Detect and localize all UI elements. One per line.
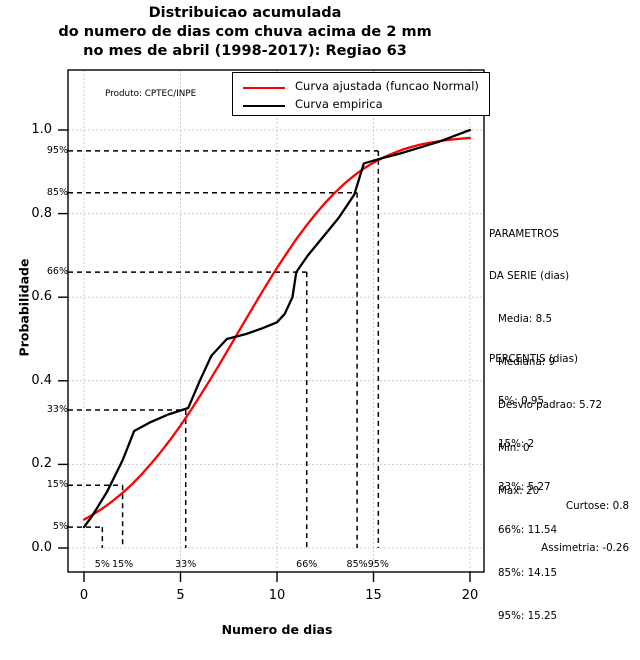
moments-panel: Curtose: 0.8 Assimetria: -0.26 — [489, 470, 629, 584]
y-tick-label: 0.6 — [31, 289, 52, 305]
x-percentile-label: 66% — [296, 559, 318, 570]
plot-frame — [67, 69, 485, 573]
y-percentile-label: 66% — [46, 266, 68, 278]
x-percentile-label: 5% — [94, 559, 110, 570]
percentil-95: 95%: 15.25 — [498, 609, 558, 622]
legend-label-fitted: Curva ajustada (funcao Normal) — [295, 79, 479, 93]
parameter-media: Media: 8.5 — [498, 313, 553, 326]
y-percentile-label: 15% — [46, 479, 68, 491]
chart-title-line-2: do numero de dias com chuva acima de 2 m… — [58, 24, 432, 40]
moment-curtose: Curtose: 0.8 — [565, 499, 629, 512]
y-percentile-label: 33% — [46, 404, 68, 416]
y-tick-label: 0.2 — [31, 456, 52, 472]
x-tick-label: 5 — [176, 588, 185, 603]
x-tick-label: 20 — [461, 588, 479, 603]
gridlines — [68, 70, 484, 572]
y-tick-label: 0.4 — [31, 372, 52, 388]
percentil-5: 5%: 0.95 — [498, 395, 545, 408]
legend-box: Curva ajustada (funcao Normal) Curva emp… — [232, 72, 490, 116]
chart-title: Distribuicao acumulada do numero de dias… — [0, 4, 490, 61]
parameter-mediana: Mediana: 9 — [498, 356, 556, 369]
x-percentile-label: 95% — [367, 559, 389, 570]
series-curva-ajustada — [82, 136, 472, 521]
x-percentile-label: 33% — [175, 559, 197, 570]
chart-title-line-3: no mes de abril (1998-2017): Regiao 63 — [83, 43, 407, 59]
parameters-panel: PARAMETROS DA SERIE (dias) Media: 8.5 Me… — [489, 198, 602, 527]
x-tick-label: 15 — [365, 588, 382, 603]
y-tick-label: 1.0 — [31, 122, 52, 137]
parameters-heading-2: DA SERIE (dias) — [489, 270, 570, 283]
chart-title-line-1: Distribuicao acumulada — [148, 5, 342, 21]
percentil-85: 85%: 14.15 — [498, 567, 558, 580]
percentile-guide-lines — [68, 150, 380, 548]
axis-ticks — [58, 129, 471, 582]
parameter-desvio-padrao: Desvio padrao: 5.72 — [498, 399, 603, 412]
percentis-panel: PERCENTIS (dias) 5%: 0.95 15%: 2 33%: 5.… — [489, 323, 578, 652]
y-tick-label: 0.0 — [31, 540, 52, 555]
x-tick-label: 0 — [79, 588, 89, 603]
y-percentile-label: 5% — [52, 521, 68, 533]
percentil-33: 33%: 5.27 — [498, 481, 551, 494]
x-percentile-label: 85% — [346, 559, 368, 570]
x-percentile-label: 15% — [112, 559, 134, 570]
y-axis-label: Probabilidade — [16, 258, 32, 357]
produto-credit: Produto: CPTEC/INPE — [105, 89, 197, 99]
legend-line-empirical — [243, 105, 285, 107]
parameters-heading-1: PARAMETROS — [489, 227, 559, 240]
series-curva-empirica — [82, 128, 472, 529]
y-tick-label: 0.8 — [31, 205, 52, 221]
y-percentile-label: 85% — [46, 186, 68, 198]
x-tick-label: 10 — [268, 588, 286, 603]
x-axis-label: Numero de dias — [221, 622, 333, 637]
percentis-heading: PERCENTIS (dias) — [489, 352, 578, 365]
y-percentile-label: 95% — [46, 144, 68, 156]
parameter-min: Min: 0 — [498, 442, 530, 455]
parameter-max: Max: 20 — [498, 484, 540, 497]
legend-line-fitted — [243, 87, 285, 89]
percentil-15: 15%: 2 — [498, 438, 535, 451]
moment-assimetria: Assimetria: -0.26 — [541, 542, 629, 555]
legend-label-empirical: Curva empirica — [295, 97, 383, 111]
percentil-66: 66%: 11.54 — [498, 524, 558, 537]
